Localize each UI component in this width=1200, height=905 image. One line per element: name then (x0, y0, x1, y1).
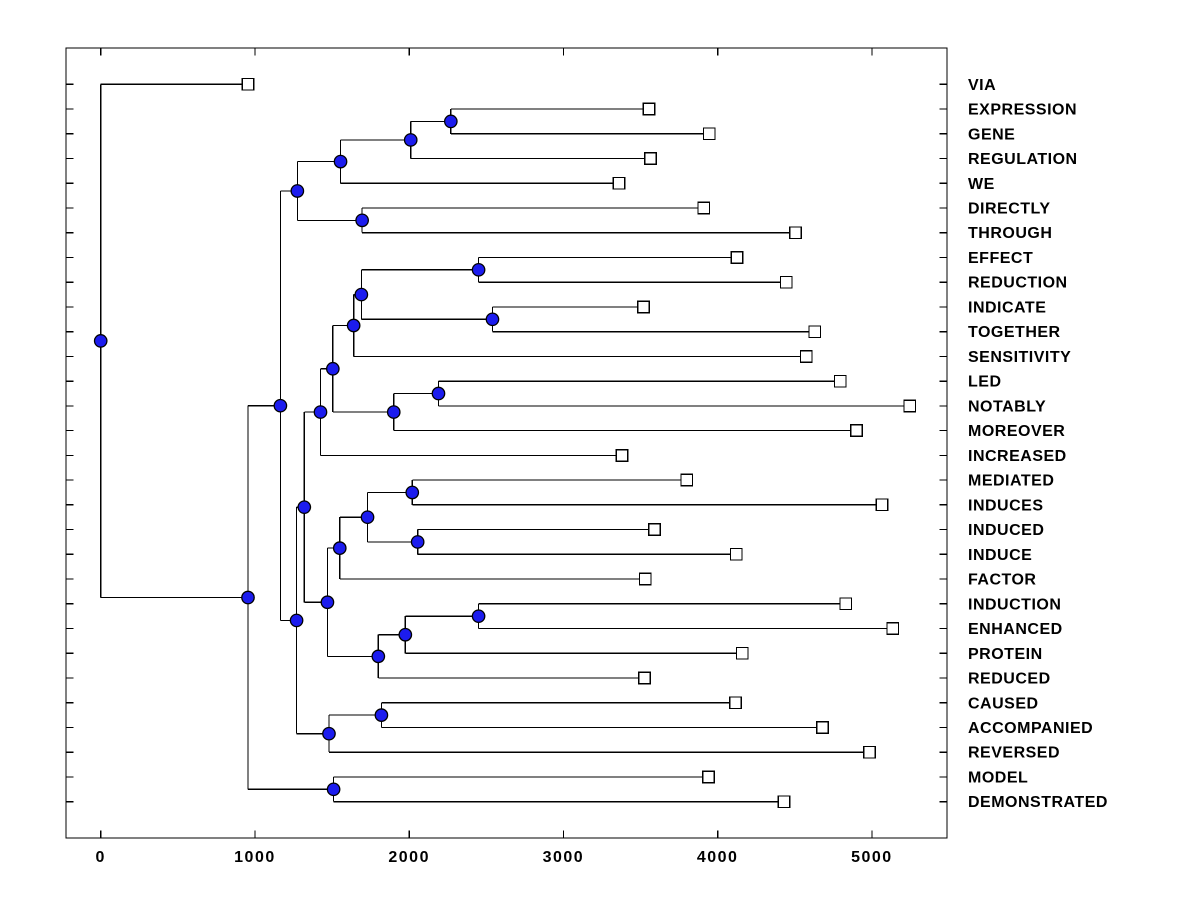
internal-node-marker (398, 627, 413, 642)
leaf-label: ACCOMPANIED (968, 720, 1093, 737)
internal-node-marker (443, 114, 458, 129)
x-axis-tick-label: 5000 (851, 849, 893, 866)
leaf-label: GENE (968, 126, 1015, 143)
leaf-marker (886, 622, 900, 635)
leaf-marker (644, 152, 657, 165)
leaf-marker (816, 721, 829, 734)
leaf-label: LED (968, 374, 1002, 391)
leaf-label: MOREOVER (968, 423, 1065, 440)
leaf-marker (833, 374, 847, 388)
internal-node-marker (431, 386, 446, 401)
internal-node-marker (354, 287, 369, 302)
internal-node-marker (386, 405, 401, 419)
leaf-marker (642, 102, 656, 116)
internal-node-marker (355, 213, 369, 228)
internal-node-marker (410, 535, 425, 549)
x-axis-tick-label: 0 (96, 849, 106, 866)
internal-node-marker (374, 708, 389, 722)
leaf-label: VIA (968, 77, 996, 94)
x-axis-tick-label: 1000 (234, 849, 276, 866)
leaf-marker (779, 275, 793, 289)
leaf-label: INDUCE (968, 547, 1032, 564)
leaf-label: MODEL (968, 769, 1028, 786)
internal-node-marker (297, 500, 312, 515)
leaf-marker (648, 523, 661, 536)
internal-node-marker (371, 649, 386, 664)
leaf-marker (808, 325, 822, 339)
leaf-marker (789, 226, 802, 240)
internal-node-marker (332, 541, 347, 555)
leaf-marker (839, 597, 853, 611)
leaf-label: CAUSED (968, 695, 1039, 712)
leaf-label: DIRECTLY (968, 200, 1051, 217)
leaf-marker (875, 498, 889, 512)
leaf-marker (777, 795, 791, 809)
leaf-label: PROTEIN (968, 646, 1043, 663)
leaf-label: FACTOR (968, 572, 1036, 589)
internal-node-marker (360, 510, 375, 525)
leaf-label: TOGETHER (968, 324, 1061, 341)
x-axis-tick-label: 4000 (697, 849, 739, 866)
plot-border (65, 47, 948, 839)
leaf-label: INDUCES (968, 497, 1044, 514)
leaf-marker (730, 251, 744, 264)
leaf-marker (638, 572, 652, 586)
leaf-marker (903, 399, 917, 413)
leaf-label: WE (968, 176, 995, 193)
internal-node-marker (326, 782, 341, 797)
internal-node-marker (403, 133, 418, 147)
internal-node-marker (333, 154, 348, 169)
leaf-marker (799, 350, 813, 363)
leaf-marker (612, 176, 626, 190)
internal-node-marker (273, 398, 288, 413)
internal-node-marker (289, 613, 304, 628)
internal-node-marker (471, 609, 486, 624)
leaf-label: DEMONSTRATED (968, 794, 1108, 811)
leaf-label: REVERSED (968, 745, 1060, 762)
internal-node-marker (241, 590, 255, 605)
internal-node-marker (405, 485, 420, 500)
leaf-label: EFFECT (968, 250, 1033, 267)
leaf-marker (637, 300, 651, 314)
leaf-label: EXPRESSION (968, 102, 1077, 119)
leaf-label: INDUCED (968, 522, 1044, 539)
x-axis-tick-label: 3000 (543, 849, 585, 866)
internal-node-marker (485, 312, 500, 327)
leaf-label: THROUGH (968, 225, 1052, 242)
leaf-label: REDUCED (968, 671, 1051, 688)
leaf-marker (702, 127, 716, 141)
leaf-marker (728, 696, 742, 710)
internal-node-marker (325, 361, 340, 376)
leaf-marker (241, 77, 255, 91)
internal-node-marker (471, 262, 486, 277)
internal-node-marker (320, 595, 335, 610)
leaf-marker (697, 201, 711, 215)
leaf-label: ENHANCED (968, 621, 1063, 638)
leaf-marker (850, 424, 863, 438)
leaf-label: NOTABLY (968, 398, 1046, 415)
leaf-label: REGULATION (968, 151, 1078, 168)
x-axis-tick-label: 2000 (388, 849, 430, 866)
leaf-label: MEDIATED (968, 473, 1054, 490)
leaf-label: INCREASED (968, 448, 1067, 465)
leaf-marker (680, 473, 694, 487)
leaf-label: REDUCTION (968, 275, 1068, 292)
leaf-marker (863, 745, 876, 759)
internal-node-marker (313, 405, 328, 419)
internal-node-marker (290, 184, 305, 198)
leaf-label: INDICATE (968, 299, 1046, 316)
leaf-marker (615, 448, 629, 462)
leaf-marker (735, 646, 749, 660)
leaf-label: INDUCTION (968, 596, 1061, 613)
internal-node-marker (346, 318, 361, 333)
internal-node-marker (93, 334, 108, 348)
leaf-marker (701, 770, 715, 784)
leaf-label: SENSITIVITY (968, 349, 1071, 366)
internal-node-marker (322, 726, 336, 741)
leaf-marker (637, 671, 651, 685)
leaf-marker (729, 547, 743, 561)
